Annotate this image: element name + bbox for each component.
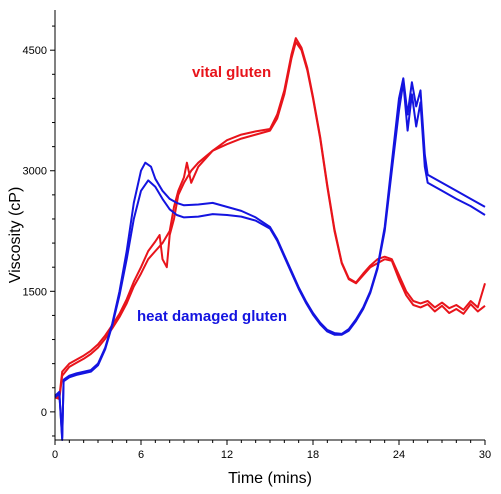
y-tick-label: 1500 xyxy=(23,286,47,298)
annotation-heat-damaged-gluten: heat damaged gluten xyxy=(137,308,287,325)
series-line-0 xyxy=(54,41,486,399)
series-layer xyxy=(54,37,486,441)
series-line-3 xyxy=(54,81,486,439)
series-line-1 xyxy=(54,37,486,400)
annotation-vital-gluten: vital gluten xyxy=(192,64,271,81)
x-tick-label: 0 xyxy=(52,449,58,461)
plot-area xyxy=(55,10,485,440)
x-tick-label: 6 xyxy=(138,449,144,461)
y-ticks: 0 1500 3000 4500 xyxy=(23,25,55,437)
x-axis-title: Time (mins) xyxy=(228,470,312,487)
x-tick-label: 30 xyxy=(479,449,491,461)
y-tick-label: 3000 xyxy=(23,166,47,178)
y-axis-title: Viscosity (cP) xyxy=(7,187,24,284)
x-tick-label: 24 xyxy=(393,449,405,461)
x-tick-label: 18 xyxy=(307,449,319,461)
y-tick-label: 0 xyxy=(41,407,47,419)
x-ticks: 0 6 12 18 24 30 xyxy=(52,440,491,461)
y-tick-label: 4500 xyxy=(23,45,47,57)
x-tick-label: 12 xyxy=(221,449,233,461)
